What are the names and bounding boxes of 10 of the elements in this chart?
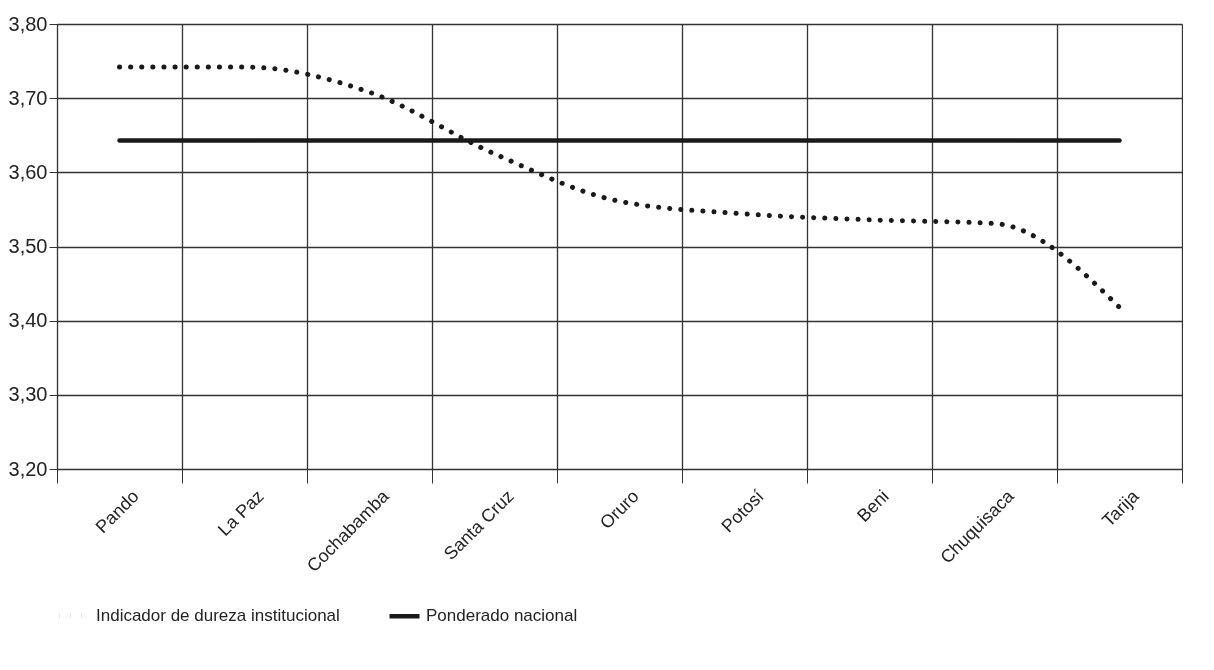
y-tick-label: 3,60 bbox=[8, 160, 48, 183]
y-tick-label: 3,80 bbox=[8, 12, 48, 35]
legend-label: Indicador de dureza institucional bbox=[96, 605, 340, 625]
x-tick-label: La Paz bbox=[213, 486, 268, 540]
y-tick-label: 3,30 bbox=[8, 383, 48, 406]
y-tick-label: 3,20 bbox=[8, 457, 48, 480]
y-tick-label: 3,40 bbox=[8, 309, 48, 332]
y-tick-label: 3,70 bbox=[8, 86, 48, 109]
y-tick-label: 3,50 bbox=[8, 235, 48, 257]
legend-label: Ponderado nacional bbox=[426, 606, 578, 626]
